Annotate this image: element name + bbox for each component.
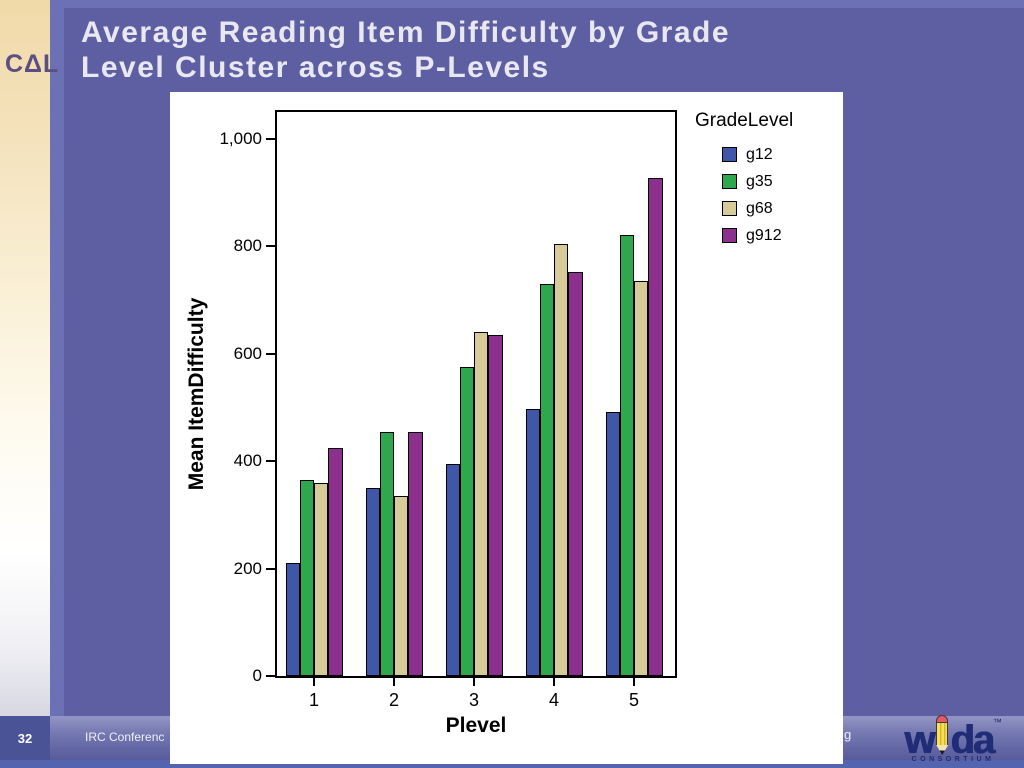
slide-title: Average Reading Item Difficulty by Grade… xyxy=(81,15,1011,85)
x-tick-mark xyxy=(393,678,395,686)
pencil-eraser xyxy=(936,715,949,723)
x-tick-label: 1 xyxy=(308,690,319,710)
y-tick-mark xyxy=(266,675,275,677)
legend-item: g68 xyxy=(695,195,840,222)
bar-g912-p1 xyxy=(328,447,343,676)
legend-label: g68 xyxy=(746,199,773,217)
wida-logo: w da ™ CONSORTIUM xyxy=(893,715,1013,763)
chart-canvas: Mean ItemDifficulty Plevel GradeLevel g1… xyxy=(170,92,843,764)
pencil-body xyxy=(936,723,949,745)
page-number-value: 32 xyxy=(17,730,33,746)
bar-g35-p2 xyxy=(379,431,394,676)
bottom-strip xyxy=(0,760,1024,768)
page-number: 32 xyxy=(0,716,50,760)
bar-g35-p5 xyxy=(619,234,634,676)
slide-title-line2: Level Cluster across P-Levels xyxy=(81,51,550,84)
legend-swatch xyxy=(722,174,737,189)
x-tick-label: 2 xyxy=(388,690,399,710)
y-tick-label: 600 xyxy=(233,343,262,363)
x-tick-label: 4 xyxy=(548,690,559,710)
x-tick-label: 5 xyxy=(628,690,639,710)
legend-item: g912 xyxy=(695,222,840,249)
y-tick-mark xyxy=(266,138,275,140)
x-tick-mark xyxy=(553,678,555,686)
legend-label: g912 xyxy=(746,226,782,244)
wida-wordmark: w da ™ xyxy=(893,715,1013,762)
bar-g912-p5 xyxy=(648,177,663,676)
x-tick-mark xyxy=(473,678,475,686)
wida-letter-w: w xyxy=(904,718,935,762)
legend-swatch xyxy=(722,228,737,243)
legend-swatch xyxy=(722,201,737,216)
y-tick-mark xyxy=(266,567,275,570)
footer-text-fragment: g xyxy=(844,727,852,742)
bar-g12-p5 xyxy=(605,411,620,676)
bar-g68-p4 xyxy=(554,243,569,676)
bar-g35-p1 xyxy=(299,480,314,676)
y-tick-label: 0 xyxy=(252,666,262,685)
bar-g12-p1 xyxy=(285,563,300,676)
y-tick-label: 200 xyxy=(233,558,262,578)
y-axis-title: Mean ItemDifficulty xyxy=(185,297,208,491)
wida-consortium-text: CONSORTIUM xyxy=(911,756,995,763)
y-tick-mark xyxy=(266,245,275,248)
x-tick-mark xyxy=(633,678,635,686)
bar-g68-p1 xyxy=(314,482,329,676)
x-tick-mark xyxy=(313,678,315,686)
legend-item: g35 xyxy=(695,168,840,195)
pencil-icon xyxy=(936,715,949,755)
plot-area xyxy=(275,110,677,678)
legend-label: g12 xyxy=(746,145,773,163)
bar-g12-p2 xyxy=(365,488,380,676)
wida-letters-da: da xyxy=(950,718,995,762)
bar-g912-p3 xyxy=(488,335,503,676)
chart-legend: GradeLevel g12 g35 g68 g912 xyxy=(695,110,840,249)
bar-g912-p2 xyxy=(408,431,423,676)
y-tick-mark xyxy=(266,352,275,355)
y-tick-label: 1,000 xyxy=(219,129,262,148)
y-tick-label: 400 xyxy=(233,451,262,471)
legend-item: g12 xyxy=(695,141,840,168)
legend-items: g12 g35 g68 g912 xyxy=(695,141,840,249)
bar-g35-p4 xyxy=(539,284,554,676)
bar-g912-p4 xyxy=(568,272,583,676)
left-accent-strip xyxy=(0,0,50,768)
bar-g68-p3 xyxy=(474,332,489,676)
y-tick-mark xyxy=(266,460,275,463)
slide-title-line1: Average Reading Item Difficulty by Grade xyxy=(81,16,731,49)
x-axis-title: Plevel xyxy=(445,714,507,737)
legend-swatch xyxy=(722,147,737,162)
legend-label: g35 xyxy=(746,172,773,190)
bar-g12-p4 xyxy=(525,408,540,676)
footer-text: IRC Conferenc xyxy=(85,730,165,744)
legend-title: GradeLevel xyxy=(695,110,794,131)
bar-g12-p3 xyxy=(445,463,460,676)
bar-g68-p5 xyxy=(634,281,649,676)
y-tick-label: 800 xyxy=(233,236,262,256)
bar-g35-p3 xyxy=(459,367,474,676)
x-tick-label: 3 xyxy=(468,690,479,710)
bar-g68-p2 xyxy=(394,496,409,676)
pencil-tip xyxy=(936,745,949,755)
cal-logo: CΔL xyxy=(5,50,60,78)
trademark-symbol: ™ xyxy=(992,717,1002,727)
